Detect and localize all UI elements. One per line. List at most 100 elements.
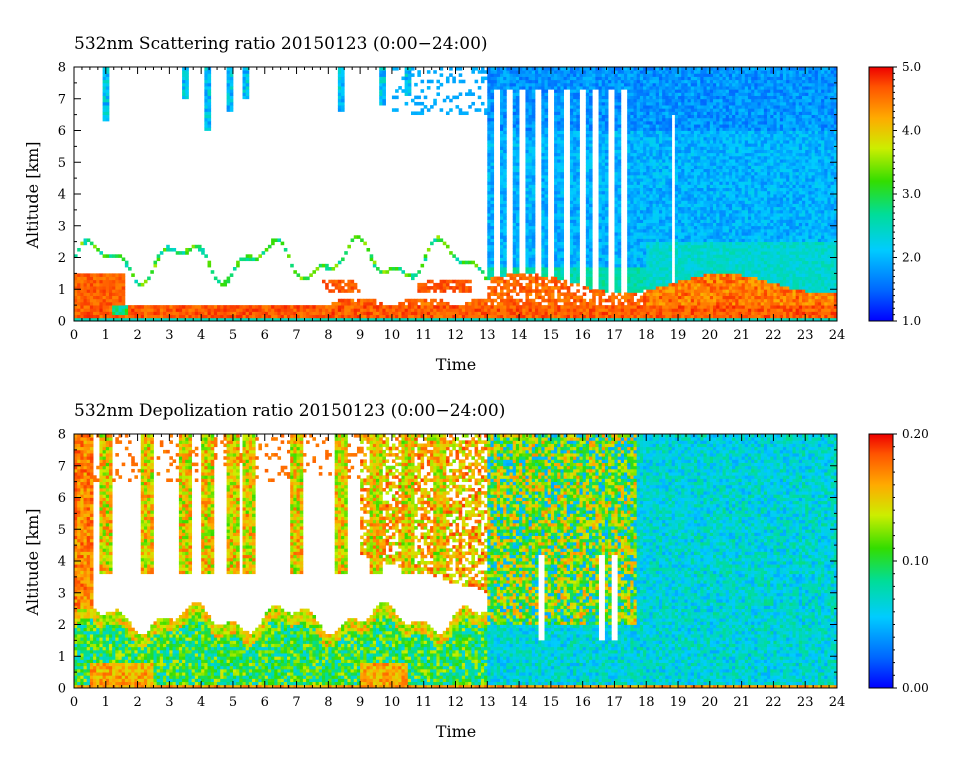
heatmap-cell [500,194,504,198]
heatmap-cell [589,299,593,303]
heatmap-cell [497,86,501,90]
heatmap-cell [560,248,564,252]
heatmap-cell [586,283,590,287]
heatmap-cell [525,99,529,103]
heatmap-cell [106,286,110,290]
heatmap-cell [634,80,638,84]
heatmap-cell [662,80,666,84]
heatmap-cell [649,289,653,293]
heatmap-cell [681,213,685,217]
heatmap-cell [649,73,653,77]
heatmap-cell [510,70,514,74]
heatmap-cell [475,108,479,112]
heatmap-cell [656,286,660,290]
heatmap-cell [618,280,622,284]
heatmap-cell [602,210,606,214]
heatmap-cell [630,70,634,74]
heatmap-cell [90,305,94,309]
heatmap-cell [678,264,682,268]
heatmap-cell [513,305,517,309]
heatmap-cell [634,99,638,103]
heatmap-cell [551,292,555,296]
heatmap-cell [605,73,609,77]
heatmap-cell [481,315,485,319]
heatmap-cell [643,254,647,258]
heatmap-cell [138,315,142,319]
heatmap-cell [545,105,549,109]
heatmap-cell [500,162,504,166]
heatmap-cell [640,213,644,217]
heatmap-cell [421,308,425,312]
heatmap-cell [265,248,269,252]
heatmap-cell [373,315,377,319]
heatmap-cell [646,277,650,281]
heatmap-cell [519,73,523,77]
heatmap-cell [681,270,685,274]
heatmap-cell [230,89,234,93]
heatmap-cell [487,178,491,182]
heatmap-cell [236,264,240,268]
heatmap-cell [630,223,634,227]
heatmap-cell [669,156,673,160]
heatmap-cell [529,248,533,252]
heatmap-cell [630,143,634,147]
heatmap-cell [627,162,631,166]
heatmap-cell [672,302,676,306]
heatmap-cell [230,96,234,100]
heatmap-cell [440,315,444,319]
heatmap-cell [417,299,421,303]
heatmap-cell [490,162,494,166]
heatmap-cell [678,296,682,300]
heatmap-cell [185,73,189,77]
heatmap-cell [614,216,618,220]
heatmap-cell [525,105,529,109]
heatmap-cell [284,305,288,309]
heatmap-cell [637,118,641,122]
heatmap-cell [373,308,377,312]
heatmap-cell [401,302,405,306]
heatmap-cell [503,83,507,87]
heatmap-cell [328,315,332,319]
heatmap-cell [659,219,663,223]
heatmap-cell [560,162,564,166]
heatmap-cell [665,172,669,176]
heatmap-cell [665,137,669,141]
heatmap-cell [649,92,653,96]
heatmap-cell [233,305,237,309]
heatmap-cell [379,73,383,77]
heatmap-cell [570,223,574,227]
heatmap-cell [490,153,494,157]
heatmap-cell [525,311,529,315]
heatmap-cell [192,305,196,309]
heatmap-cell [382,305,386,309]
heatmap-cell [602,204,606,208]
heatmap-cell [77,273,81,277]
heatmap-cell [541,235,545,239]
heatmap-cell [599,302,603,306]
heatmap-cell [646,254,650,258]
heatmap-cell [589,273,593,277]
heatmap-cell [662,70,666,74]
heatmap-cell [96,277,100,281]
heatmap-cell [640,162,644,166]
heatmap-cell [503,99,507,103]
heatmap-cell [672,105,676,109]
heatmap-cell [608,73,612,77]
heatmap-cell [176,308,180,312]
heatmap-cell [614,267,618,271]
heatmap-cell [554,134,558,138]
heatmap-cell [618,137,622,141]
heatmap-cell [669,245,673,249]
heatmap-cell [487,270,491,274]
heatmap-cell [570,311,574,315]
heatmap-cell [392,305,396,309]
heatmap-cell [106,311,110,315]
heatmap-cell [589,245,593,249]
heatmap-cell [599,162,603,166]
heatmap-cell [452,308,456,312]
heatmap-cell [637,245,641,249]
heatmap-cell [579,299,583,303]
heatmap-cell [637,277,641,281]
heatmap-cell [188,315,192,319]
heatmap-cell [529,242,533,246]
